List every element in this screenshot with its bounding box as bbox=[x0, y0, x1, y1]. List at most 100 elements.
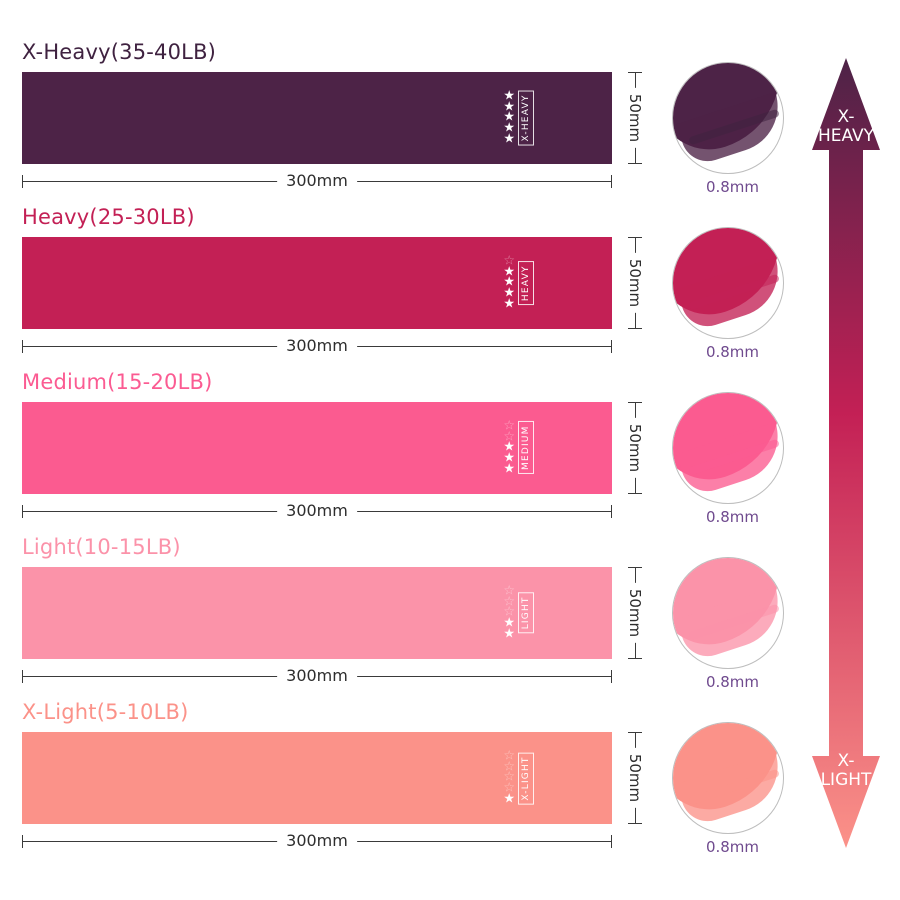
band-mark-label: X-HEAVY bbox=[518, 90, 534, 146]
height-dimension: 50mm bbox=[622, 567, 648, 659]
height-dimension-label: 50mm bbox=[626, 582, 644, 644]
band-mark-label: LIGHT bbox=[518, 592, 534, 634]
width-dimension: 300mm bbox=[22, 666, 612, 688]
star-filled-icon: ★ bbox=[503, 88, 515, 104]
scale-arrow-shape bbox=[812, 58, 880, 848]
height-dimension-cap-bottom bbox=[628, 328, 642, 329]
width-dimension-label: 300mm bbox=[277, 666, 357, 685]
star-filled-icon: ★ bbox=[503, 130, 515, 146]
star-rating: ☆ ★ ★ ★ ★ bbox=[503, 253, 515, 311]
band-title: X-Light(5-10LB) bbox=[22, 700, 189, 724]
band-mark: ☆ ☆ ★ ★ ★ MEDIUM bbox=[503, 418, 534, 476]
band-title: Light(10-15LB) bbox=[22, 535, 181, 559]
width-dimension-label: 300mm bbox=[277, 171, 357, 190]
star-empty-icon: ☆ bbox=[503, 429, 515, 445]
band-title: X-Heavy(35-40LB) bbox=[22, 40, 217, 64]
star-filled-icon: ★ bbox=[503, 120, 515, 136]
star-filled-icon: ★ bbox=[503, 264, 515, 280]
height-dimension-cap-bottom bbox=[628, 163, 642, 164]
band-strip: ★ ★ ★ ★ ★ X-HEAVY bbox=[22, 72, 612, 164]
band-mark: ☆ ☆ ☆ ★ ★ LIGHT bbox=[503, 585, 534, 641]
height-dimension-cap-top bbox=[628, 237, 642, 238]
width-dimension: 300mm bbox=[22, 501, 612, 523]
scale-arrow-bottom-line2: LIGHT bbox=[820, 769, 872, 790]
star-filled-icon: ★ bbox=[503, 625, 515, 641]
scale-arrow-top-line1: X- bbox=[837, 107, 855, 127]
thickness-detail: 0.8mm bbox=[660, 58, 805, 223]
star-filled-icon: ★ bbox=[503, 460, 515, 476]
scale-arrow-bottom-label: X- LIGHT bbox=[806, 751, 886, 790]
band-title: Medium(15-20LB) bbox=[22, 370, 213, 394]
height-dimension: 50mm bbox=[622, 72, 648, 164]
scale-arrow-top-label: X- HEAVY bbox=[806, 107, 886, 147]
star-empty-icon: ☆ bbox=[503, 748, 515, 764]
band-row: X-Heavy(35-40LB) ★ ★ ★ ★ ★ X-HEAVY 300mm 50mm bbox=[0, 40, 660, 205]
thickness-label: 0.8mm bbox=[705, 343, 760, 361]
thickness-closeup-image bbox=[672, 62, 784, 174]
band-strip: ☆ ☆ ★ ★ ★ MEDIUM bbox=[22, 402, 612, 494]
width-dimension-cap-left bbox=[22, 835, 23, 848]
band-strip: ☆ ☆ ☆ ☆ ★ X-LIGHT bbox=[22, 732, 612, 824]
height-dimension-cap-top bbox=[628, 567, 642, 568]
width-dimension-label: 300mm bbox=[277, 501, 357, 520]
band-row: Medium(15-20LB) ☆ ☆ ★ ★ ★ MEDIUM 300mm 50mm bbox=[0, 370, 660, 535]
width-dimension-cap-left bbox=[22, 175, 23, 188]
scale-arrow-top-line2: HEAVY bbox=[817, 126, 875, 147]
band-strip: ☆ ★ ★ ★ ★ HEAVY bbox=[22, 237, 612, 329]
height-dimension: 50mm bbox=[622, 402, 648, 494]
width-dimension-label: 300mm bbox=[277, 336, 357, 355]
height-dimension-label: 50mm bbox=[626, 417, 644, 479]
band-strip: ☆ ☆ ☆ ★ ★ LIGHT bbox=[22, 567, 612, 659]
star-empty-icon: ☆ bbox=[503, 253, 515, 269]
band-title: Heavy(25-30LB) bbox=[22, 205, 195, 229]
band-mark: ★ ★ ★ ★ ★ X-HEAVY bbox=[503, 88, 534, 146]
resistance-scale-arrow: X- HEAVY X- LIGHT bbox=[806, 58, 886, 848]
star-filled-icon: ★ bbox=[503, 99, 515, 115]
width-dimension-cap-right bbox=[611, 835, 612, 848]
width-dimension-cap-left bbox=[22, 505, 23, 518]
star-filled-icon: ★ bbox=[503, 295, 515, 311]
width-dimension-cap-right bbox=[611, 505, 612, 518]
height-dimension-cap-top bbox=[628, 72, 642, 73]
star-filled-icon: ★ bbox=[503, 109, 515, 125]
thickness-detail: 0.8mm bbox=[660, 388, 805, 553]
band-mark-label: X-LIGHT bbox=[518, 751, 534, 805]
star-empty-icon: ☆ bbox=[503, 418, 515, 434]
band-list: X-Heavy(35-40LB) ★ ★ ★ ★ ★ X-HEAVY 300mm 50mm Hea… bbox=[0, 40, 660, 865]
width-dimension: 300mm bbox=[22, 831, 612, 853]
width-dimension-cap-right bbox=[611, 340, 612, 353]
star-rating: ☆ ☆ ☆ ★ ★ bbox=[503, 585, 515, 641]
thickness-detail: 0.8mm bbox=[660, 718, 805, 883]
height-dimension: 50mm bbox=[622, 237, 648, 329]
thickness-closeup-image bbox=[672, 392, 784, 504]
thickness-label: 0.8mm bbox=[705, 508, 760, 526]
band-row: Light(10-15LB) ☆ ☆ ☆ ★ ★ LIGHT 300mm 50mm bbox=[0, 535, 660, 700]
height-dimension-label: 50mm bbox=[626, 87, 644, 149]
width-dimension-cap-left bbox=[22, 340, 23, 353]
band-mark: ☆ ★ ★ ★ ★ HEAVY bbox=[503, 253, 534, 311]
band-mark-label: MEDIUM bbox=[518, 421, 534, 475]
height-dimension-label: 50mm bbox=[626, 252, 644, 314]
star-empty-icon: ☆ bbox=[503, 594, 515, 610]
band-row: X-Light(5-10LB) ☆ ☆ ☆ ☆ ★ X-LIGHT 300mm 50mm bbox=[0, 700, 660, 865]
height-dimension-cap-bottom bbox=[628, 493, 642, 494]
star-rating: ☆ ☆ ☆ ☆ ★ bbox=[503, 748, 515, 805]
thickness-label: 0.8mm bbox=[705, 838, 760, 856]
thickness-detail: 0.8mm bbox=[660, 223, 805, 388]
height-dimension: 50mm bbox=[622, 732, 648, 824]
width-dimension-label: 300mm bbox=[277, 831, 357, 850]
thickness-closeup-image bbox=[672, 227, 784, 339]
band-mark-label: HEAVY bbox=[518, 261, 534, 305]
width-dimension-cap-right bbox=[611, 175, 612, 188]
thickness-closeup-image bbox=[672, 557, 784, 669]
band-mark: ☆ ☆ ☆ ☆ ★ X-LIGHT bbox=[503, 748, 534, 805]
star-rating: ★ ★ ★ ★ ★ bbox=[503, 88, 515, 146]
star-empty-icon: ☆ bbox=[503, 769, 515, 785]
height-dimension-cap-bottom bbox=[628, 823, 642, 824]
width-dimension-cap-right bbox=[611, 670, 612, 683]
height-dimension-cap-bottom bbox=[628, 658, 642, 659]
thickness-detail-list: 0.8mm 0.8mm 0.8mm 0.8mm 0.8mm bbox=[660, 0, 805, 900]
width-dimension: 300mm bbox=[22, 336, 612, 358]
star-rating: ☆ ☆ ★ ★ ★ bbox=[503, 418, 515, 476]
star-filled-icon: ★ bbox=[503, 439, 515, 455]
